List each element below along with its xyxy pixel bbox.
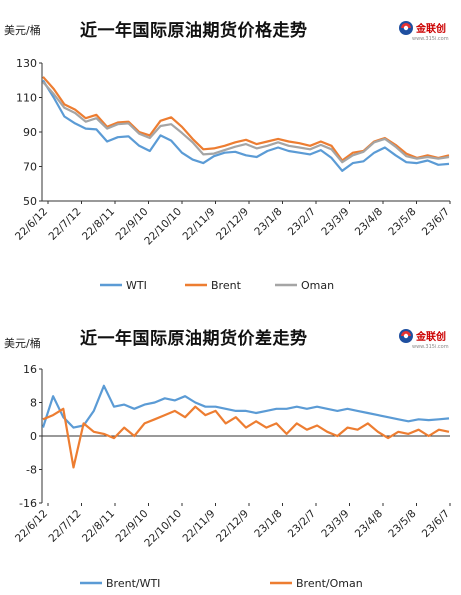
- x-tick-label: 22/10/10: [142, 206, 184, 248]
- y-tick-label: 16: [23, 363, 37, 376]
- series-line-wti: [42, 79, 450, 172]
- spread-chart-title: 近一年国际原油期货价差走势: [80, 329, 308, 349]
- x-tick-label: 23/6/7: [420, 508, 452, 540]
- x-tick-label: 22/7/12: [47, 508, 84, 545]
- x-tick-label: 22/11/9: [181, 206, 218, 243]
- brand-logo-url: www.315i.com: [412, 344, 449, 350]
- x-tick-label: 23/5/8: [386, 508, 418, 540]
- x-tick-label: 22/8/11: [80, 206, 117, 243]
- x-tick-label: 23/1/8: [252, 508, 284, 540]
- price-chart-panel: 美元/桶 近一年国际原油期货价格走势 金联创 www.315i.com 50 70…: [4, 18, 458, 292]
- brand-logo-url: www.315i.com: [412, 36, 449, 42]
- legend-label: Brent/WTI: [106, 577, 160, 590]
- y-tick-label: 50: [23, 195, 37, 208]
- legend-label: Brent: [211, 279, 242, 292]
- y-tick-label: 110: [16, 92, 37, 105]
- spread-line-chart: -16-8081622/6/1222/7/1222/8/1122/9/1022/…: [13, 363, 452, 590]
- series-line-brent-wti: [41, 384, 450, 429]
- y-tick-label: -8: [26, 464, 37, 477]
- brand-logo: 金联创 www.315i.com: [398, 18, 458, 50]
- x-tick-label: 23/1/8: [252, 206, 284, 238]
- series-line-oman: [42, 81, 450, 164]
- price-line-chart: 50709011013022/6/1222/7/1222/8/1122/9/10…: [13, 57, 452, 292]
- x-tick-label: 23/2/7: [286, 206, 318, 238]
- price-chart-title: 近一年国际原油期货价格走势: [80, 21, 308, 41]
- brand-logo-name: 金联创: [416, 332, 446, 343]
- x-tick-label: 22/12/9: [214, 508, 251, 545]
- x-tick-label: 23/2/7: [286, 508, 318, 540]
- x-tick-label: 22/12/9: [214, 206, 251, 243]
- legend-label: Oman: [301, 279, 334, 292]
- series-line-brent-oman: [42, 405, 450, 469]
- y-tick-label: 8: [30, 397, 37, 410]
- y-tick-label: 0: [30, 430, 37, 443]
- series-line-brent: [42, 76, 450, 162]
- x-tick-label: 22/6/12: [13, 206, 50, 243]
- brand-logo-name: 金联创: [416, 24, 446, 35]
- x-tick-label: 22/6/12: [13, 508, 50, 545]
- x-tick-label: 23/4/8: [353, 206, 385, 238]
- y-tick-label: 90: [23, 126, 37, 139]
- spread-chart-panel: 美元/桶 近一年国际原油期货价差走势 金联创 www.315i.com -16 -…: [0, 318, 461, 595]
- x-tick-label: 23/4/8: [353, 508, 385, 540]
- y-tick-label: 130: [16, 57, 37, 70]
- brand-logo-icon: [399, 329, 413, 343]
- x-tick-label: 23/6/7: [420, 206, 452, 238]
- brand-logo-icon: [399, 21, 413, 35]
- x-tick-label: 22/10/10: [142, 508, 184, 550]
- price-chart-unit-label: 美元/桶: [4, 24, 41, 37]
- spread-chart-unit-label: 美元/桶: [4, 337, 41, 350]
- legend-label: WTI: [126, 279, 147, 292]
- x-tick-label: 23/3/9: [319, 508, 351, 540]
- x-tick-label: 23/5/8: [386, 206, 418, 238]
- x-tick-label: 22/7/12: [47, 206, 84, 243]
- legend-label: Brent/Oman: [296, 577, 363, 590]
- x-tick-label: 22/11/9: [181, 508, 218, 545]
- x-tick-label: 22/8/11: [80, 508, 117, 545]
- x-tick-label: 23/3/9: [319, 206, 351, 238]
- brand-logo-2: 金联创 www.315i.com: [398, 326, 458, 358]
- y-tick-label: 70: [23, 161, 37, 174]
- y-tick-label: -16: [19, 497, 37, 510]
